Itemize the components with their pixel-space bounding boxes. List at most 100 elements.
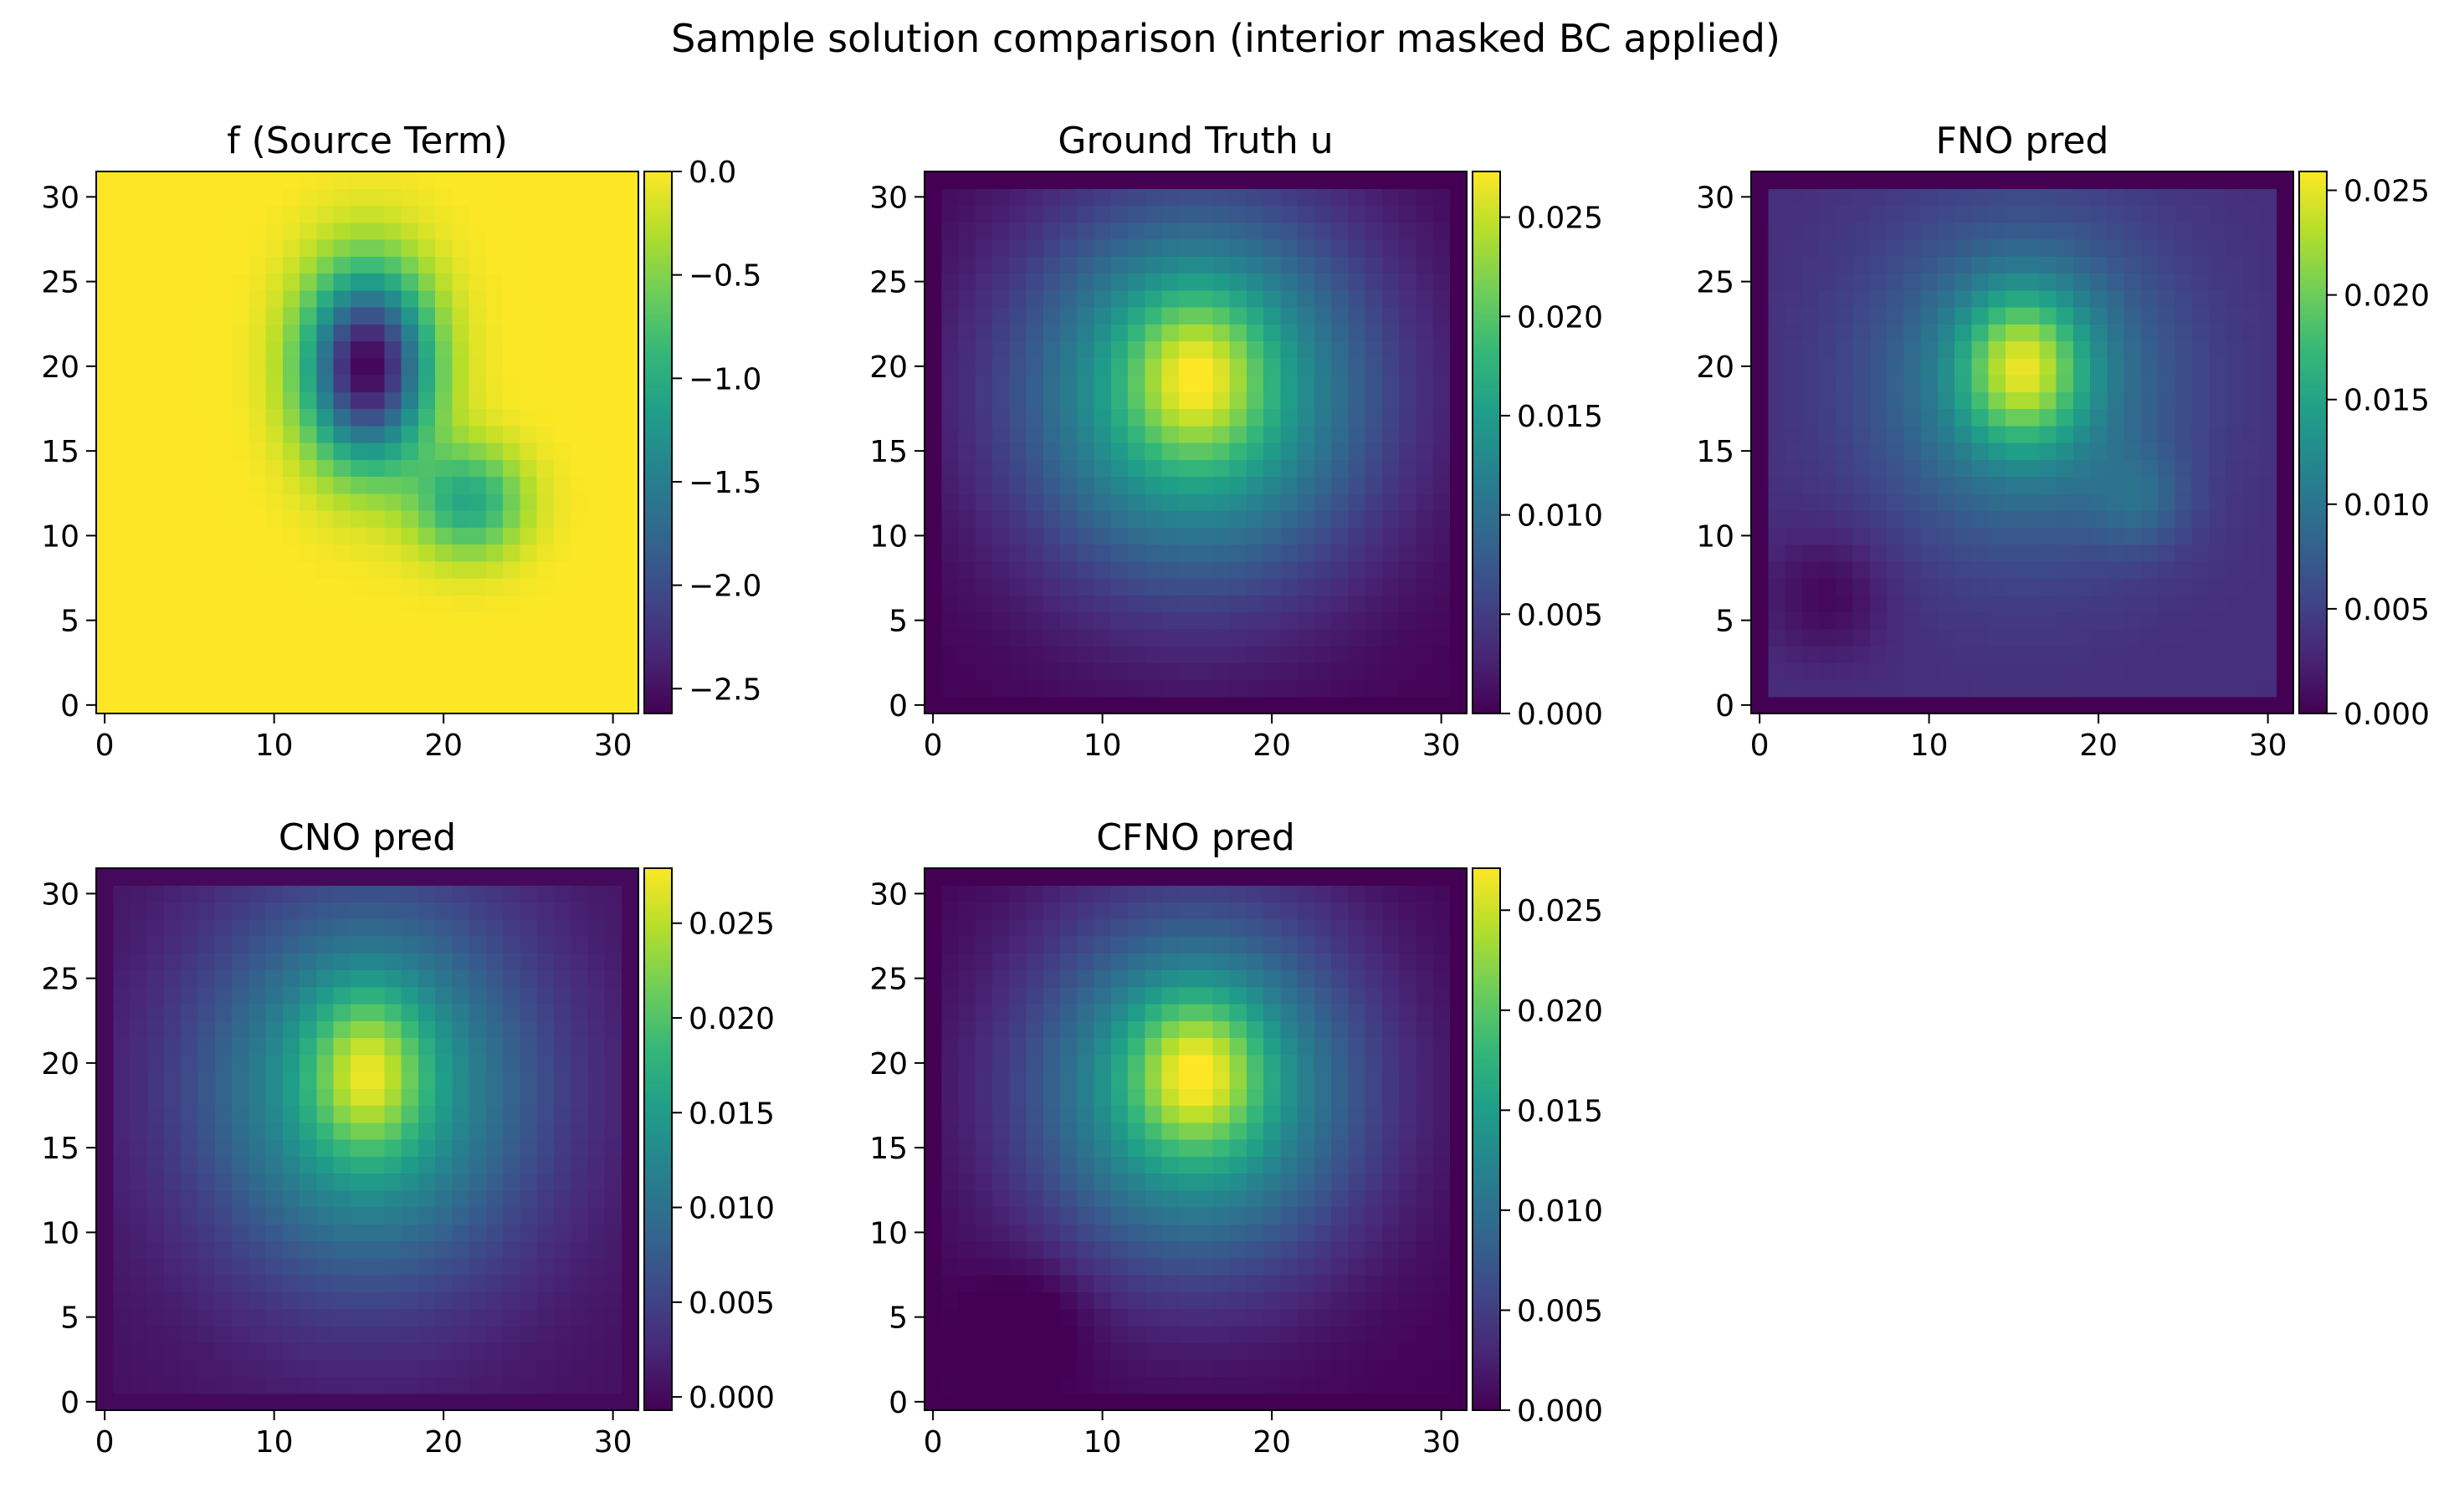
heatmap-cell bbox=[958, 679, 976, 698]
heatmap-cell bbox=[1229, 256, 1247, 274]
heatmap-cell bbox=[1432, 696, 1451, 714]
heatmap-cell bbox=[1009, 1325, 1027, 1343]
heatmap-cell bbox=[2022, 679, 2040, 698]
heatmap-cell bbox=[146, 256, 165, 274]
heatmap-cell bbox=[248, 1376, 267, 1394]
heatmap-cell bbox=[435, 1376, 453, 1394]
heatmap-cell bbox=[1161, 628, 1180, 647]
heatmap-cell bbox=[485, 1207, 504, 1225]
heatmap-cell bbox=[300, 510, 317, 528]
heatmap-cell bbox=[2056, 256, 2074, 274]
heatmap-cell bbox=[2242, 628, 2261, 647]
heatmap-cell bbox=[1819, 459, 1836, 478]
heatmap-cell bbox=[435, 1308, 453, 1327]
heatmap-cell bbox=[300, 646, 317, 663]
heatmap-cell bbox=[2039, 493, 2057, 511]
heatmap-cell bbox=[2140, 357, 2159, 376]
heatmap-cell bbox=[975, 1105, 993, 1123]
heatmap-cell bbox=[975, 493, 993, 511]
heatmap-cell bbox=[265, 425, 284, 443]
heatmap-cell bbox=[587, 953, 606, 971]
heatmap-cell bbox=[1819, 578, 1836, 596]
heatmap-cell bbox=[1042, 205, 1061, 223]
heatmap-cell bbox=[367, 1257, 385, 1276]
heatmap-cell bbox=[1314, 578, 1332, 596]
heatmap-cell bbox=[2276, 510, 2294, 528]
heatmap-cell bbox=[2158, 662, 2175, 681]
heatmap-cell bbox=[2140, 696, 2159, 714]
heatmap-cell bbox=[1399, 476, 1416, 494]
heatmap-cell bbox=[1432, 239, 1451, 257]
heatmap-cell bbox=[96, 289, 114, 308]
heatmap-cell bbox=[587, 1359, 606, 1378]
heatmap-cell bbox=[1365, 340, 1383, 359]
heatmap-cell bbox=[1246, 1308, 1264, 1327]
heatmap-cell bbox=[1836, 324, 1854, 342]
heatmap-cell bbox=[1768, 595, 1786, 613]
heatmap-cell bbox=[520, 459, 538, 478]
heatmap-cell bbox=[941, 1088, 960, 1107]
heatmap-cell bbox=[96, 1240, 114, 1259]
heatmap-cell bbox=[452, 1071, 470, 1089]
heatmap-cell bbox=[1161, 1342, 1180, 1360]
heatmap-cell bbox=[248, 1139, 267, 1157]
heatmap-cell bbox=[1077, 560, 1095, 579]
heatmap-cell bbox=[1381, 273, 1400, 291]
heatmap-cell bbox=[401, 289, 419, 308]
heatmap-cell bbox=[96, 222, 114, 240]
heatmap-cell bbox=[1449, 611, 1468, 630]
heatmap-cell bbox=[1246, 476, 1264, 494]
heatmap-cell bbox=[503, 459, 520, 478]
colorbar-tick-label: 0.0 bbox=[689, 156, 736, 190]
heatmap-cell bbox=[1077, 628, 1095, 647]
heatmap-cell bbox=[130, 1122, 148, 1140]
heatmap-cell bbox=[197, 1376, 216, 1394]
heatmap-cell bbox=[1110, 595, 1129, 613]
heatmap-cell bbox=[1297, 476, 1315, 494]
heatmap-cell bbox=[1042, 1020, 1061, 1039]
heatmap-cell bbox=[1416, 1037, 1434, 1056]
heatmap-cell bbox=[1009, 1393, 1027, 1411]
heatmap-cell bbox=[1785, 476, 1803, 494]
heatmap-cell bbox=[1449, 307, 1468, 325]
heatmap-cell bbox=[469, 1173, 487, 1191]
x-tick-label: 10 bbox=[255, 729, 294, 763]
heatmap-cell bbox=[1178, 696, 1196, 714]
heatmap-cell bbox=[214, 1139, 233, 1157]
heatmap-cell bbox=[1937, 628, 1955, 647]
heatmap-cell bbox=[2107, 611, 2125, 630]
heatmap-cell bbox=[1145, 560, 1163, 579]
heatmap-cell bbox=[536, 289, 555, 308]
heatmap-cell bbox=[1246, 425, 1264, 443]
heatmap-cell bbox=[1229, 459, 1247, 478]
heatmap-cell bbox=[435, 902, 453, 920]
heatmap-cell bbox=[350, 696, 368, 714]
heatmap-cell bbox=[1077, 459, 1095, 478]
heatmap-cell bbox=[1161, 1020, 1180, 1039]
heatmap-cell bbox=[1819, 595, 1836, 613]
heatmap-cell bbox=[1009, 222, 1027, 240]
heatmap-cell bbox=[1852, 628, 1871, 647]
heatmap-cell bbox=[587, 611, 606, 630]
heatmap-cell bbox=[282, 1376, 300, 1394]
heatmap-cell bbox=[1060, 544, 1078, 562]
heatmap-cell bbox=[2107, 307, 2125, 325]
heatmap-cell bbox=[941, 544, 960, 562]
heatmap-cell bbox=[1348, 510, 1366, 528]
heatmap-cell bbox=[248, 1189, 267, 1208]
heatmap-cell bbox=[2175, 205, 2193, 223]
heatmap-cell bbox=[282, 459, 300, 478]
heatmap-cell bbox=[452, 986, 470, 1005]
heatmap-cell bbox=[384, 391, 402, 410]
heatmap-cell bbox=[1094, 324, 1112, 342]
heatmap-cell bbox=[333, 188, 351, 207]
heatmap-cell bbox=[925, 1071, 942, 1089]
heatmap-cell bbox=[1178, 1156, 1196, 1174]
heatmap-cell bbox=[2140, 578, 2159, 596]
heatmap-cell bbox=[1314, 1139, 1332, 1157]
heatmap-cell bbox=[1229, 222, 1247, 240]
heatmap-cell bbox=[1178, 188, 1196, 207]
heatmap-cell bbox=[1399, 1376, 1416, 1394]
heatmap-cell bbox=[1009, 1122, 1027, 1140]
heatmap-cell bbox=[2056, 188, 2074, 207]
